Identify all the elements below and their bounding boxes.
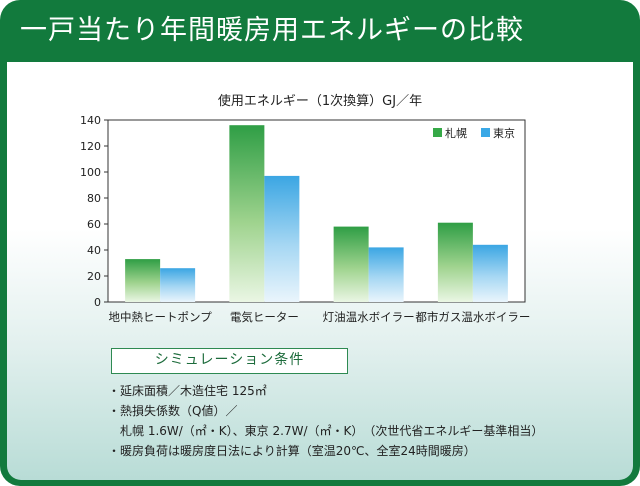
legend-label: 東京 [493, 126, 515, 140]
legend-label: 札幌 [445, 126, 467, 140]
y-tick-label: 120 [80, 140, 101, 153]
bar-sapporo [437, 222, 473, 302]
bars [125, 125, 508, 302]
condition-line: ・延床面積／木造住宅 125㎡ [108, 384, 267, 398]
bar-sapporo [229, 125, 265, 302]
x-tick-label: 灯油温水ボイラー [323, 310, 415, 324]
chart-title: 使用エネルギー（1次換算）GJ／年 [217, 94, 423, 109]
page-title: 一戸当たり年間暖房用エネルギーの比較 [20, 15, 524, 46]
bar-tokyo [160, 268, 196, 302]
condition-line: ・暖房負荷は暖房度日法により計算（室温20℃、全室24時間暖房） [108, 444, 476, 458]
y-tick-label: 20 [87, 270, 101, 283]
y-tick-label: 0 [94, 296, 101, 309]
y-tick-label: 60 [87, 218, 101, 231]
bar-tokyo [368, 247, 404, 302]
legend: 札幌 東京 [433, 126, 515, 140]
y-tick-label: 140 [80, 114, 101, 127]
bar-sapporo [333, 226, 369, 302]
y-tick-label: 40 [87, 244, 101, 257]
legend-swatch-tokyo [481, 128, 490, 137]
condition-line: 札幌 1.6W/（㎡・K）、東京 2.7W/（㎡・K） （次世代省エネルギー基準… [108, 424, 544, 438]
y-axis: 0 20 40 60 80 100 120 140 [80, 114, 108, 309]
bar-tokyo [472, 244, 508, 302]
y-tick-label: 100 [80, 166, 101, 179]
legend-swatch-sapporo [433, 128, 442, 137]
conditions-title: シミュレーション条件 [111, 348, 348, 374]
x-tick-label: 都市ガス温水ボイラー [415, 310, 530, 324]
x-tick-label: 地中熱ヒートポンプ [109, 310, 213, 324]
x-tick-label: 電気ヒーター [230, 310, 299, 324]
bar-tokyo [264, 175, 300, 302]
x-axis-labels: 地中熱ヒートポンプ 電気ヒーター 灯油温水ボイラー 都市ガス温水ボイラー [109, 310, 531, 324]
bar-sapporo [125, 259, 161, 302]
conditions-list: ・延床面積／木造住宅 125㎡ ・熱損失係数（Q値）／ 札幌 1.6W/（㎡・K… [108, 381, 543, 461]
condition-line: ・熱損失係数（Q値）／ [108, 404, 238, 418]
y-tick-label: 80 [87, 192, 101, 205]
